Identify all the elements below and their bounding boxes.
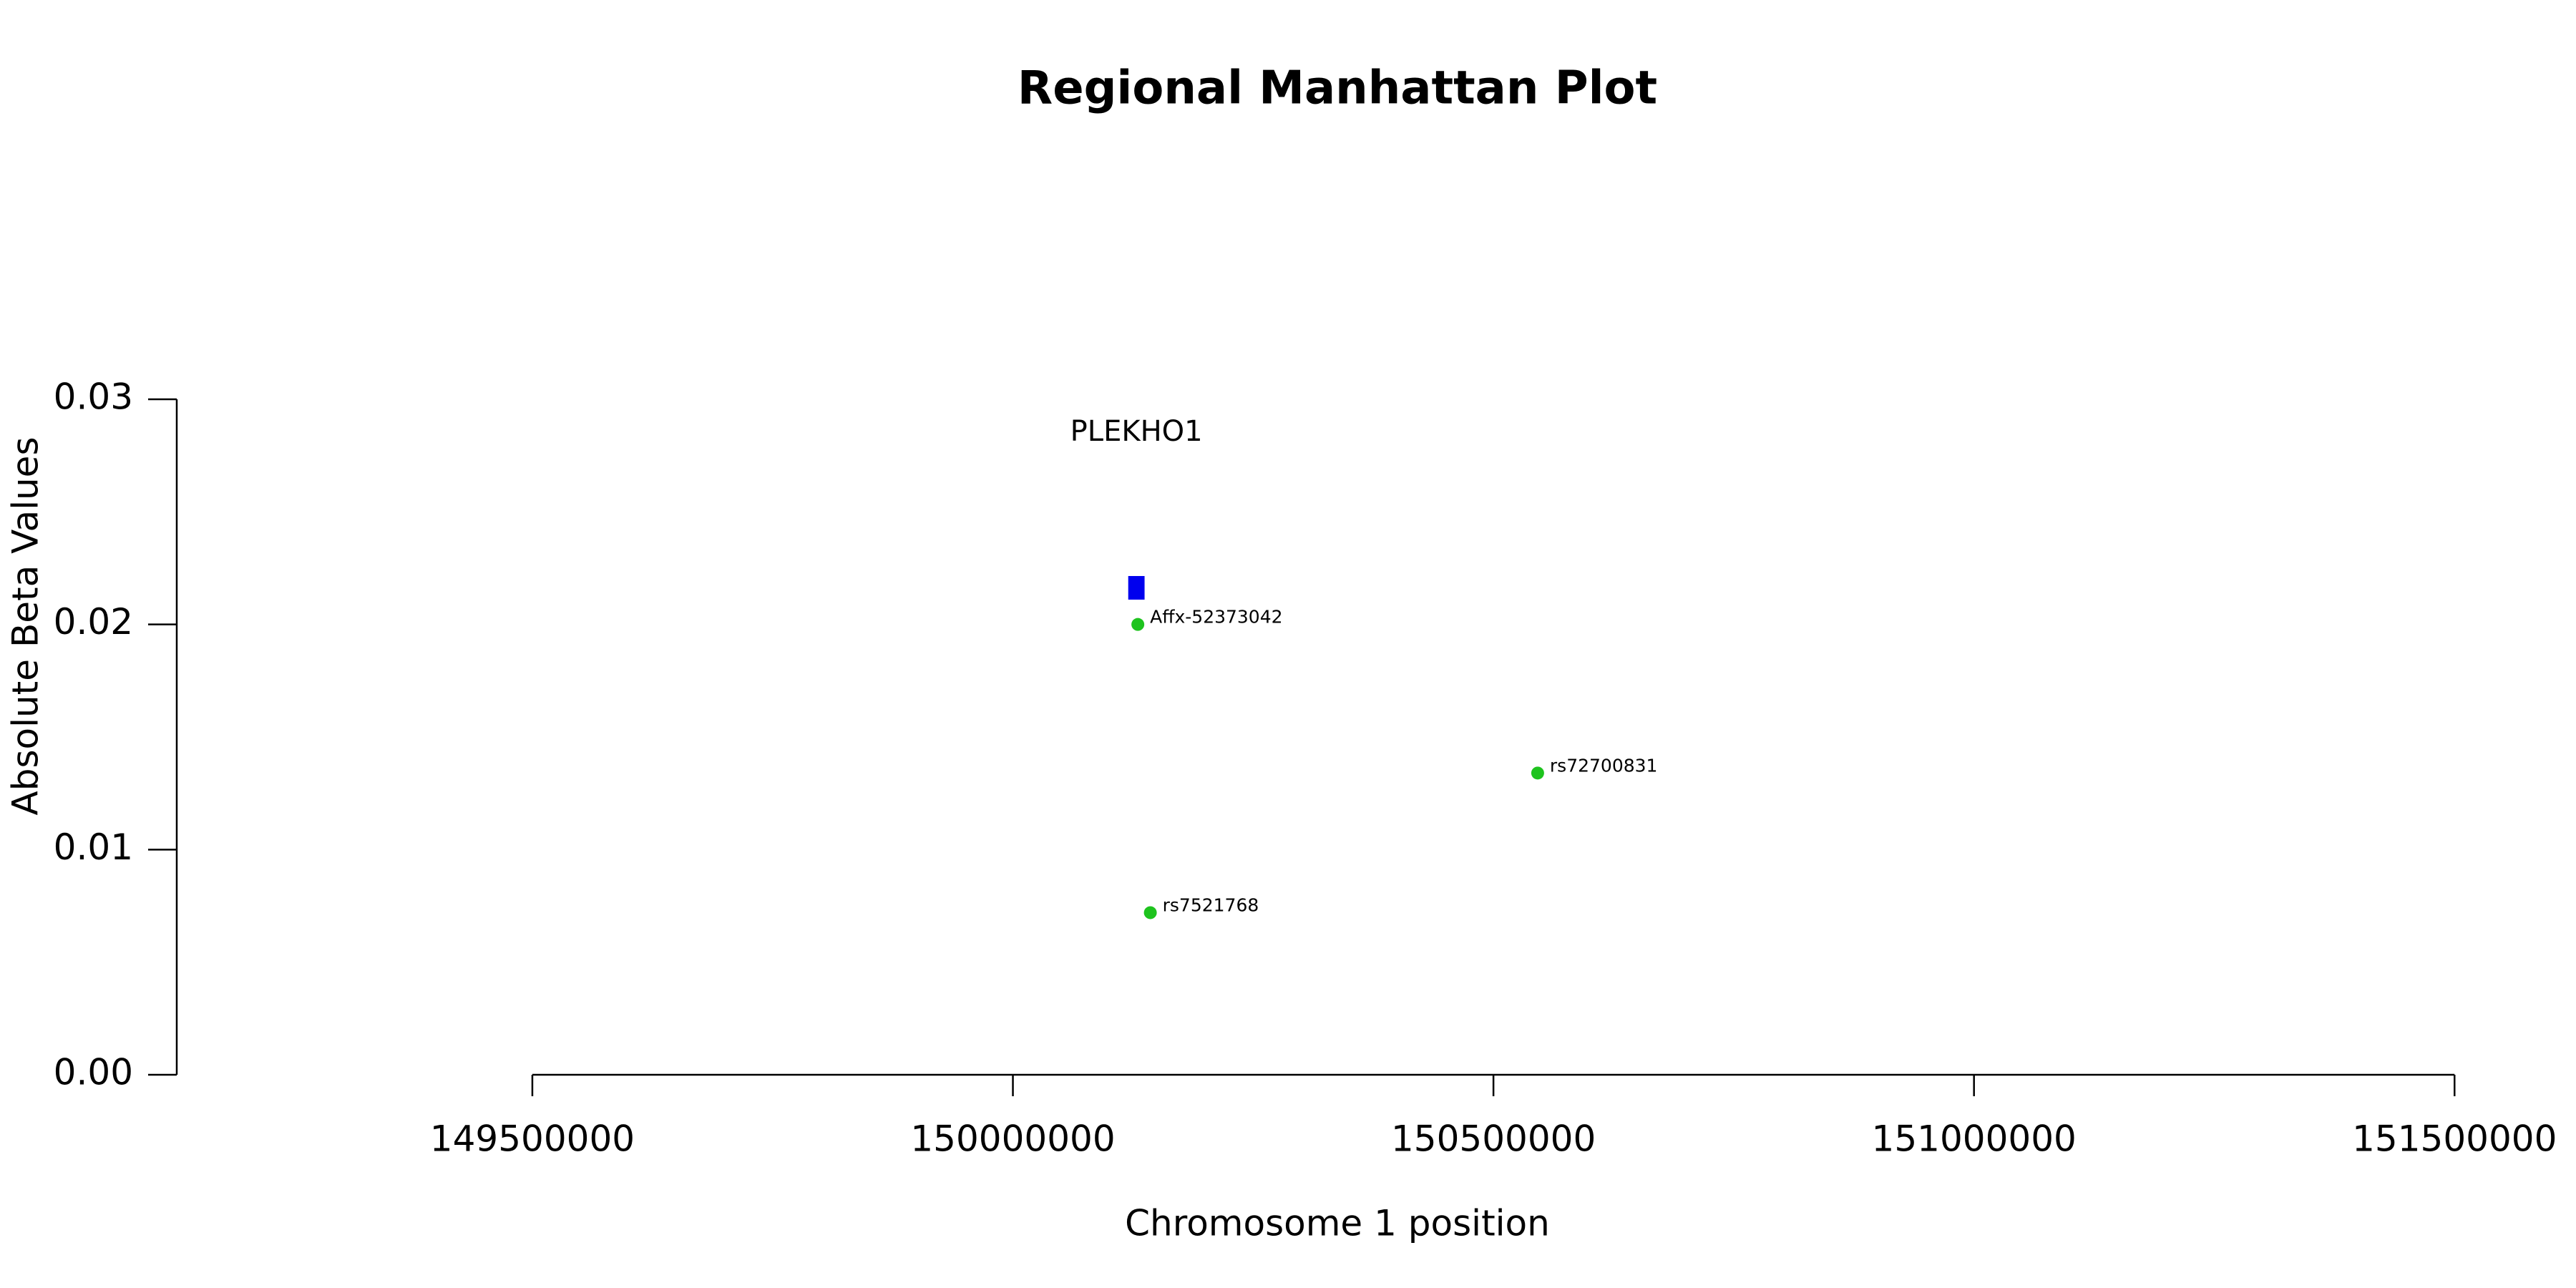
x-tick-label: 151000000 [1872,1118,2077,1160]
point-label: Affx-52373042 [1150,607,1282,628]
point-label: rs72700831 [1550,755,1658,776]
point [1143,906,1157,919]
y-tick-label: 0.02 [54,601,133,643]
x-tick-label: 151500000 [2352,1118,2557,1160]
y-tick-label: 0.03 [54,376,133,418]
gene [1128,576,1145,600]
y-tick-label: 0.01 [54,826,133,868]
point [1531,766,1544,780]
x-tick-label: 149500000 [430,1118,635,1160]
x-tick-label: 150500000 [1391,1118,1596,1160]
x-axis-label: Chromosome 1 position [1125,1203,1550,1244]
gene-label: PLEKHO1 [1070,415,1203,448]
x-tick-label: 150000000 [910,1118,1115,1160]
point-label: rs7521768 [1163,894,1259,915]
y-axis-label: Absolute Beta Values [5,437,47,816]
y-tick-label: 0.00 [54,1052,133,1093]
point [1131,618,1145,631]
chart-title: Regional Manhattan Plot [1018,62,1657,115]
